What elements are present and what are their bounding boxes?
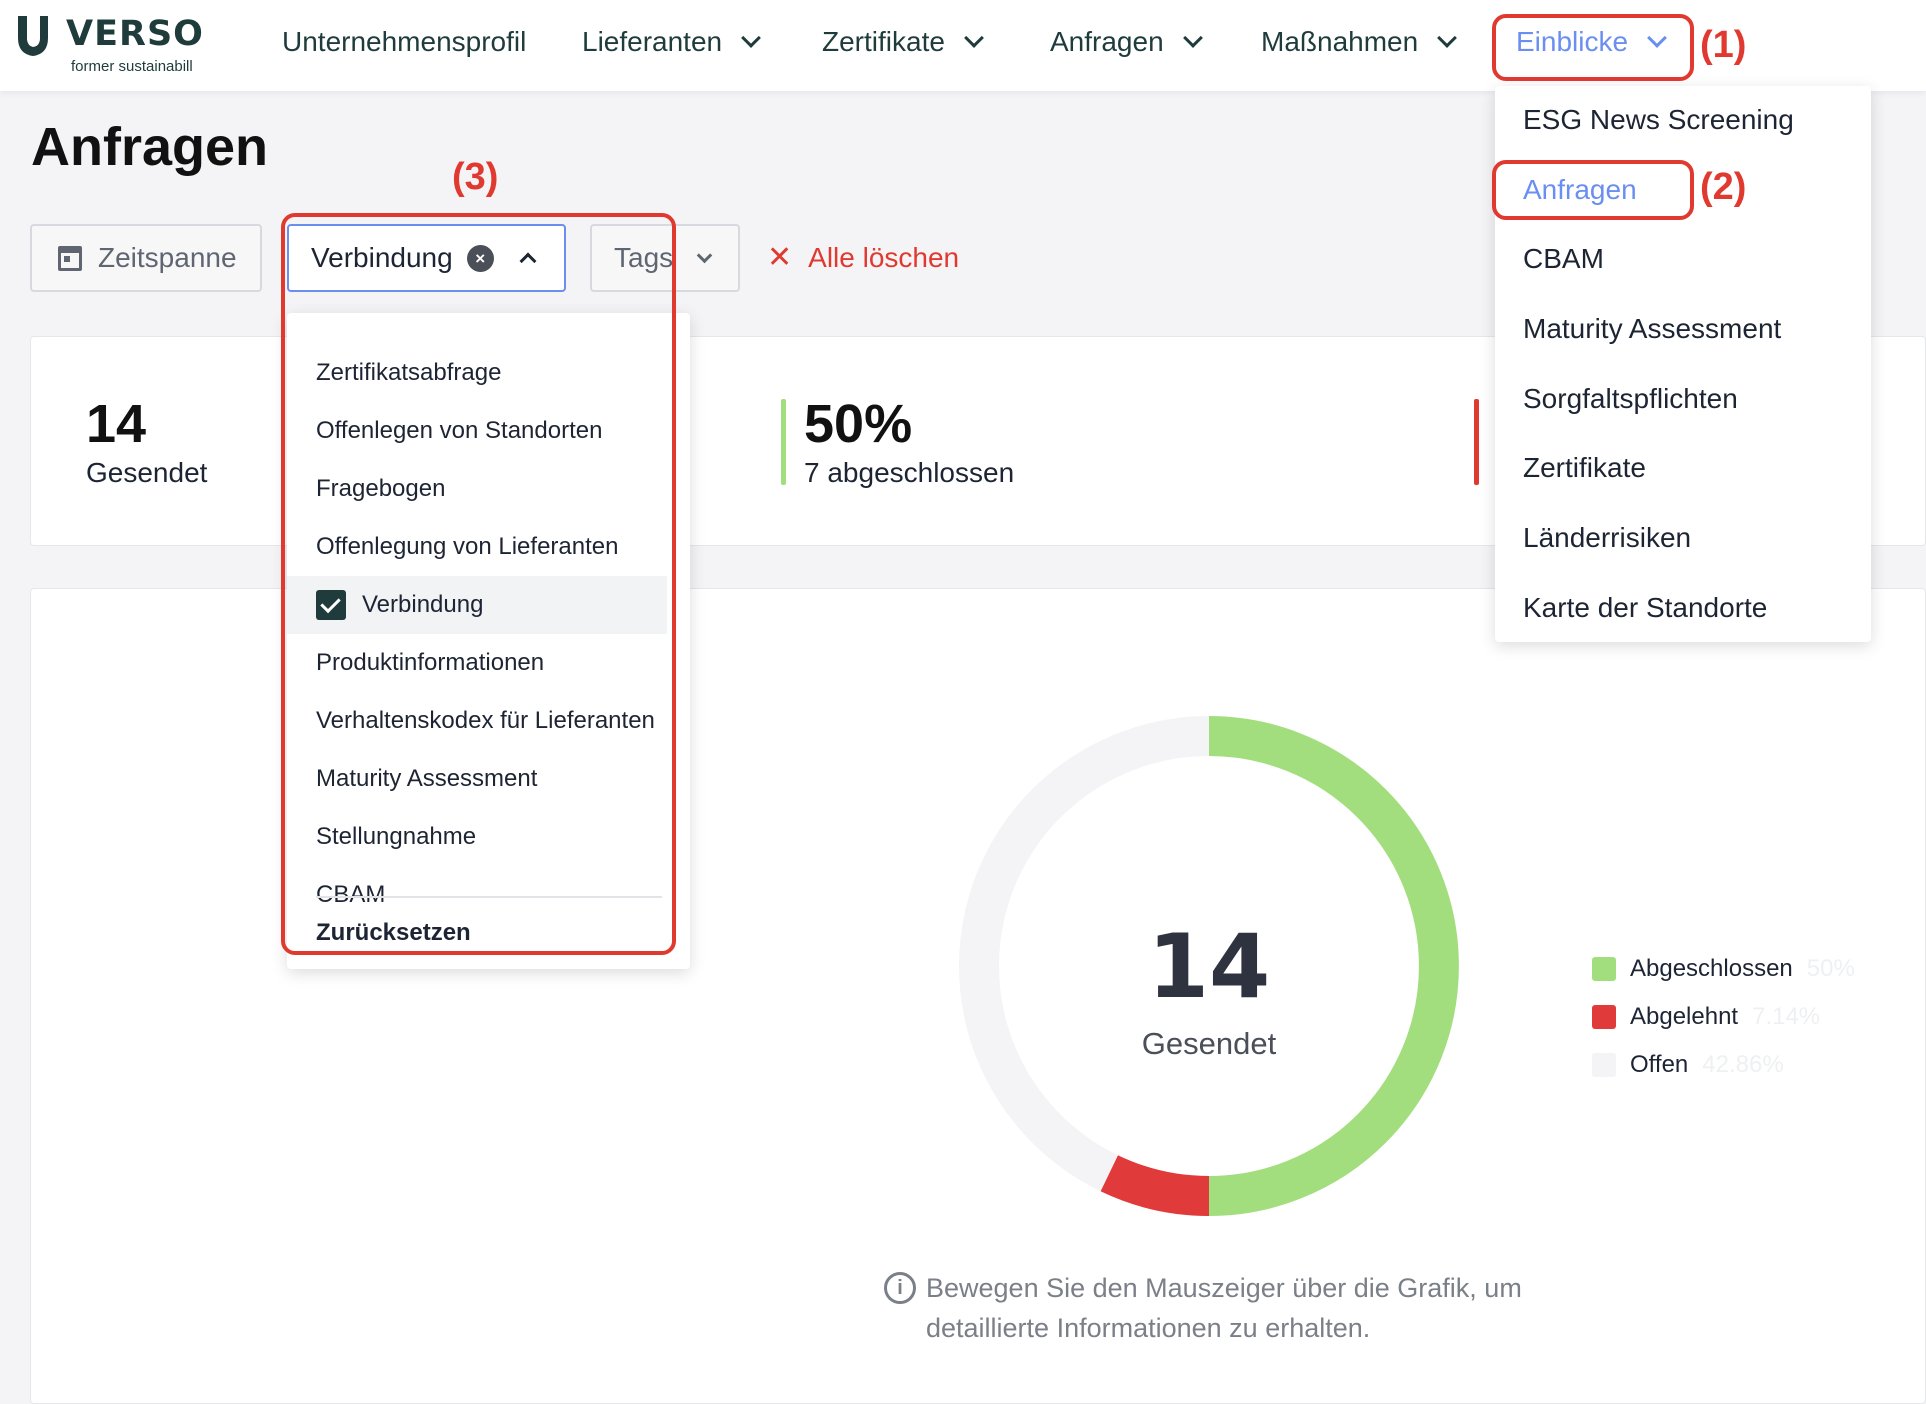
donut-center-value: 14 [1148,915,1270,1018]
option-label: Maturity Assessment [316,765,538,792]
verbindung-option-verhaltenskodex[interactable]: Verhaltenskodex für Lieferanten [287,692,667,750]
nav-item-massnahmen[interactable]: Maßnahmen [1261,26,1458,58]
einblicke-dropdown-menu: ESG News Screening Anfragen CBAM Maturit… [1495,86,1871,642]
chevron-down-icon [741,28,762,48]
clear-all-label: Alle löschen [808,241,960,273]
option-label: Offenlegung von Lieferanten [316,533,619,560]
annotation-box-1 [1492,14,1694,81]
donut-segments [959,716,1459,1216]
option-label: Produktinformationen [316,649,545,676]
sent-count: 14 [86,394,147,454]
reset-button[interactable]: Zurücksetzen [316,919,471,946]
verbindung-option-offenlegung-von-lieferanten[interactable]: Offenlegung von Lieferanten [287,518,667,576]
verbindung-option-produktinformationen[interactable]: Produktinformationen [287,634,667,692]
verso-logo[interactable]: VERSO former sustainabill [14,12,214,78]
verbindung-option-stellungnahme[interactable]: Stellungnahme [287,808,667,866]
legend-percent: 42.86% [1702,1051,1784,1078]
annotation-box-3 [281,213,676,955]
chevron-down-icon [964,28,984,48]
annotation-box-2 [1492,160,1694,220]
einblicke-option-maturity-assessment[interactable]: Maturity Assessment [1523,313,1782,344]
nav-item-label: Maßnahmen [1261,26,1419,57]
option-label: Verbindung [362,591,484,618]
menu-divider [316,896,662,898]
zeitspanne-filter-button[interactable]: Zeitspanne [30,224,262,292]
verbindung-option-offenlegen-von-standorten[interactable]: Offenlegen von Standorten [287,402,667,460]
clear-filter-icon[interactable]: × [466,244,494,272]
legend-percent: 7.14% [1752,1003,1821,1030]
option-label: Stellungnahme [316,823,477,850]
nav-item-label: Anfragen [1050,26,1164,57]
clear-all-button[interactable]: ✕ Alle löschen [767,240,959,275]
einblicke-option-cbam[interactable]: CBAM [1523,243,1604,274]
legend-swatch [1592,1005,1616,1029]
nav-item-label: Unternehmensprofil [282,26,527,57]
einblicke-option-laenderrisiken[interactable]: Länderrisiken [1523,522,1692,553]
nav-item-zertifikate[interactable]: Zertifikate [822,26,984,58]
donut-segment-abgelehnt[interactable] [1100,1155,1210,1216]
option-label: CBAM [316,881,386,908]
brand-name: VERSO [66,14,204,54]
nav-item-anfragen[interactable]: Anfragen [1050,26,1203,58]
einblicke-option-karte-der-standorte[interactable]: Karte der Standorte [1523,592,1768,623]
completed-percent: 50% [804,394,913,454]
close-icon: ✕ [767,241,793,274]
completed-indicator-bar [781,399,786,485]
option-label: Offenlegen von Standorten [316,417,603,444]
chart-hint: i Bewegen Sie den Mauszeiger über die Gr… [884,1268,1584,1348]
einblicke-option-sorgfaltspflichten[interactable]: Sorgfaltspflichten [1523,383,1738,414]
legend-label: Abgeschlossen [1630,955,1793,982]
checkbox-checked-icon[interactable] [316,590,346,620]
chevron-down-icon [1182,28,1203,48]
verbindung-option-cbam[interactable]: CBAM [287,866,667,924]
verbindung-filter-button[interactable]: Verbindung × [287,224,566,292]
verbindung-option-verbindung[interactable]: Verbindung [287,576,667,634]
option-label: Fragebogen [316,475,446,502]
calendar-icon [58,245,82,271]
legend-item-abgeschlossen[interactable]: Abgeschlossen 50% [1592,955,1855,983]
verso-logo-icon [18,16,48,56]
legend-swatch [1592,1053,1616,1077]
sent-label: Gesendet [86,457,208,488]
info-icon: i [884,1272,916,1304]
einblicke-option-zertifikate[interactable]: Zertifikate [1523,452,1646,483]
rejected-indicator-bar [1474,399,1479,485]
legend-swatch [1592,957,1616,981]
chevron-down-icon [1437,28,1458,48]
verbindung-option-maturity-assessment[interactable]: Maturity Assessment [287,750,667,808]
status-donut-chart[interactable]: 14 Gesendet [957,714,1461,1218]
nav-item-label: Zertifikate [822,26,945,57]
nav-item-lieferanten[interactable]: Lieferanten [582,26,762,58]
legend-item-abgelehnt[interactable]: Abgelehnt 7.14% [1592,1003,1820,1031]
donut-segment-offen[interactable] [959,716,1210,1192]
option-label: Verhaltenskodex für Lieferanten [316,707,655,734]
nav-item-unternehmensprofil[interactable]: Unternehmensprofil [282,26,526,58]
nav-item-einblicke[interactable]: Einblicke [1516,26,1667,58]
verbindung-option-fragebogen[interactable]: Fragebogen [287,460,667,518]
legend-item-offen[interactable]: Offen 42.86% [1592,1051,1784,1079]
completed-label: 7 abgeschlossen [804,457,1015,488]
tags-label: Tags [614,242,674,273]
verbindung-option-zertifikatsabfrage[interactable]: Zertifikatsabfrage [287,344,667,402]
page-title: Anfragen [31,117,269,177]
chevron-down-icon [696,247,713,263]
zeitspanne-label: Zeitspanne [98,242,237,273]
brand-subtitle: former sustainabill [71,58,193,75]
donut-segment-abgeschlossen[interactable] [1208,716,1459,1216]
annotation-label-1: (1) [1700,24,1747,66]
option-label: Zertifikatsabfrage [316,359,502,386]
legend-percent: 50% [1806,955,1855,982]
verbindung-label: Verbindung [311,242,453,273]
donut-center-label: Gesendet [1142,1026,1277,1061]
annotation-label-2: (2) [1700,166,1747,208]
annotation-label-3: (3) [452,156,499,198]
nav-item-label: Lieferanten [582,26,723,57]
chart-hint-text: Bewegen Sie den Mauszeiger über die Graf… [926,1273,1522,1343]
legend-label: Offen [1630,1051,1689,1078]
verbindung-dropdown-menu: Zertifikatsabfrage Offenlegen von Stando… [287,313,690,969]
einblicke-option-esg-news-screening[interactable]: ESG News Screening [1523,104,1794,135]
legend-label: Abgelehnt [1630,1003,1739,1030]
einblicke-option-anfragen[interactable]: Anfragen [1523,174,1637,205]
nav-item-label: Einblicke [1516,26,1629,57]
